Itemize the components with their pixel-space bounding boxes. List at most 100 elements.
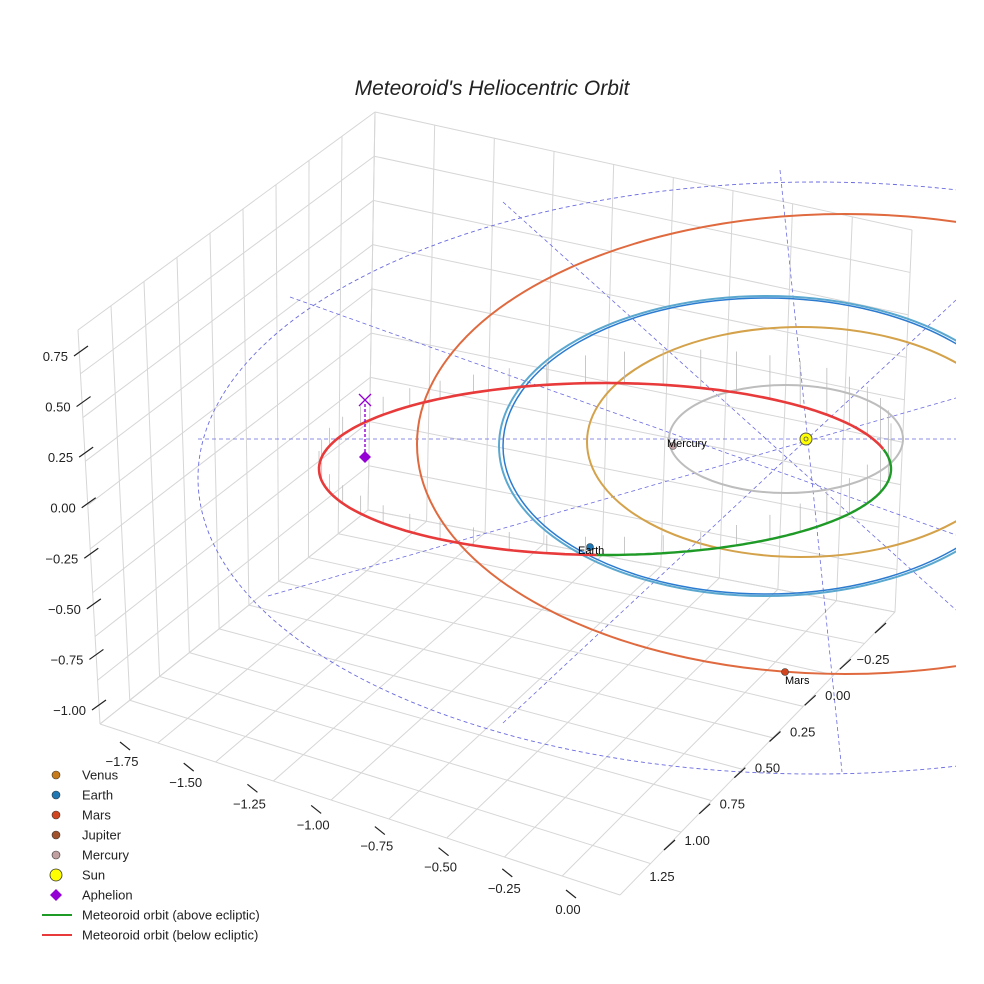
y-tick-mark [698,803,711,815]
grid-line [77,329,101,725]
mercury-marker [669,442,677,450]
grid-line [94,421,370,637]
marker-layer: Mercury Earth Mars [358,393,813,687]
grid-line [718,190,734,579]
grid-line [777,203,794,590]
legend-marker [51,830,61,840]
grid-line [273,543,544,782]
x-tick-label: −1.00 [297,817,330,832]
legend-label: Mars [82,808,111,823]
z-tick-mark [89,648,104,660]
legend-label: Meteoroid orbit (above ecliptic) [82,908,260,923]
planet-label: Mercury [667,438,707,450]
z-tick-label: 0.75 [43,349,68,364]
x-tick-mark [183,762,195,772]
grid-line [248,604,773,739]
meteoroid-orbit-below [317,381,885,557]
x-tick-mark [119,741,131,751]
grid-line [367,111,376,511]
z-tick-mark [81,497,97,509]
grid-line [601,164,615,556]
grid-line [388,566,662,820]
z-tick-label: −0.50 [48,602,81,617]
z-tick-label: −1.00 [53,703,86,718]
grid-line [835,216,853,601]
z-tick-label: −0.75 [51,652,84,667]
grid-line [373,199,909,316]
x-tick-label: −0.50 [424,860,457,875]
y-tick-mark [663,839,676,851]
grid-line [372,244,907,358]
grid-line [82,200,374,418]
grid-line [218,628,743,770]
x-tick-label: −1.50 [169,775,202,790]
legend-marker [51,850,61,860]
orbit-earth-outer [498,295,956,597]
z-tick-label: 0.25 [48,450,73,465]
grid-line [92,376,371,594]
grid-line [371,332,903,443]
mars-marker [781,668,789,676]
orbit-mercury [668,384,904,494]
orbit-layer [197,169,956,775]
grid-line [337,136,343,534]
earth-marker [586,543,594,551]
tick-layer: 0.75 0.50 0.25 0.00 −0.25 −0.50 −0.75 −1.00 −1.7… [43,345,889,917]
y-tick-label: 1.25 [649,869,674,884]
grid-line [99,509,369,725]
grid-line [242,208,250,606]
grid-line [484,138,495,533]
sun-marker [799,432,813,446]
x-tick-mark [501,868,513,878]
grid-line [374,155,911,273]
grid-line [894,229,913,613]
x-tick-mark [374,826,386,836]
y-tick-label: 0.00 [825,688,850,703]
legend-marker [50,889,62,901]
y-tick-label: 0.75 [720,797,745,812]
legend-marker [51,770,61,780]
z-tick-mark [73,345,89,357]
legend-label: Aphelion [82,888,133,903]
chart-title: Meteoroid's Heliocentric Orbit [355,77,631,100]
grid-line [367,509,896,613]
y-tick-mark [733,767,746,779]
grid-line [561,600,837,877]
legend-marker [51,790,61,800]
legend-label: Mercury [82,848,129,863]
x-tick-mark [310,804,322,814]
z-tick-mark [91,699,107,711]
grid-line [129,699,651,865]
grid-line [374,111,913,231]
grid-line [307,160,310,558]
orbit-venus [586,326,956,558]
grid-line [308,557,834,676]
grid-line [143,281,161,677]
sun-marker-core [803,436,809,442]
orbit-earth [502,297,956,595]
planet-label: Mars [785,675,810,687]
x-tick-label: −0.75 [360,839,393,854]
grid-line [157,520,427,744]
y-tick-mark [874,622,887,634]
y-tick-label: 0.25 [790,724,815,739]
grid-line [97,465,370,681]
z-tick-mark [83,547,99,559]
grid-line [189,652,712,802]
grid-line [660,177,674,567]
x-tick-mark [565,889,577,899]
grid-line [330,554,603,801]
legend-label: Meteoroid orbit (below ecliptic) [82,928,258,943]
z-tick-label: 0.00 [50,501,75,516]
grid-line [275,184,280,582]
ecliptic-ref-line [502,201,956,611]
z-tick-mark [86,598,102,610]
grid-line [209,233,220,629]
x-tick-label: −0.25 [488,881,521,896]
ecliptic-ref-line [502,299,956,724]
grid-line [77,111,376,331]
meteoroid-orbit-above [596,448,893,557]
z-tick-mark [78,446,94,458]
grid-line [87,288,373,506]
